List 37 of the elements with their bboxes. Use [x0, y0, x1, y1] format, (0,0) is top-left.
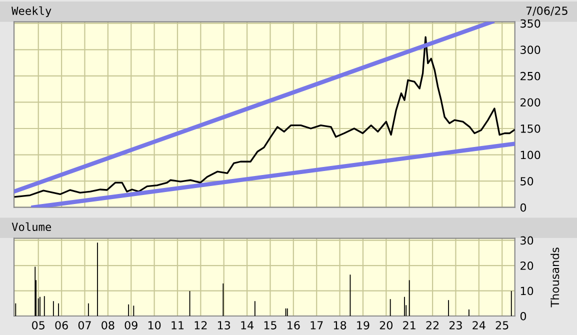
x-tick-label: 18	[334, 321, 346, 330]
chart-title: Volume	[12, 222, 52, 232]
y-tick-label: 350	[520, 19, 540, 28]
x-tick-label: 25	[496, 321, 508, 330]
y-tick-label: 50	[520, 177, 534, 186]
y-tick-label: 300	[520, 46, 540, 54]
x-tick-label: 21	[403, 321, 416, 330]
x-tick-label: 10	[148, 321, 161, 330]
text: 7/06/25	[526, 6, 568, 16]
y-tick-label: 250	[520, 72, 540, 80]
x-tick-label: 22	[426, 321, 438, 330]
x-tick-label: 17	[310, 321, 323, 330]
x-tick-label: 23	[449, 321, 462, 330]
x-tick-label: 16	[288, 321, 300, 330]
y-tick-label: 100	[520, 150, 540, 160]
y-tick-label: 150	[520, 124, 540, 133]
x-tick-label: 15	[264, 321, 276, 330]
x-tick-label: 06	[55, 321, 68, 330]
x-tick-label: 14	[241, 321, 254, 330]
y-tick-label: 0	[520, 312, 526, 320]
x-tick-label: 05	[32, 321, 44, 330]
x-tick-label: 11	[172, 321, 184, 330]
x-tick-label: 07	[78, 321, 91, 330]
y-tick-label: 30	[520, 236, 534, 245]
y-tick-label: 0	[520, 203, 526, 212]
x-tick-label: 09	[124, 321, 138, 330]
x-tick-label: 13	[218, 321, 230, 330]
x-tick-label: 19	[357, 321, 370, 330]
y-tick-label: 200	[520, 98, 540, 107]
y-tick-label: 20	[520, 262, 534, 270]
x-tick-label: 08	[102, 321, 114, 330]
x-tick-label: 12	[194, 321, 207, 330]
x-tick-label: 24	[472, 321, 486, 330]
y-tick-label: 10	[520, 286, 534, 296]
y-axis-title: Thousands	[550, 248, 560, 308]
x-tick-label: 20	[380, 321, 392, 330]
chart-title: Weekly	[12, 6, 52, 18]
